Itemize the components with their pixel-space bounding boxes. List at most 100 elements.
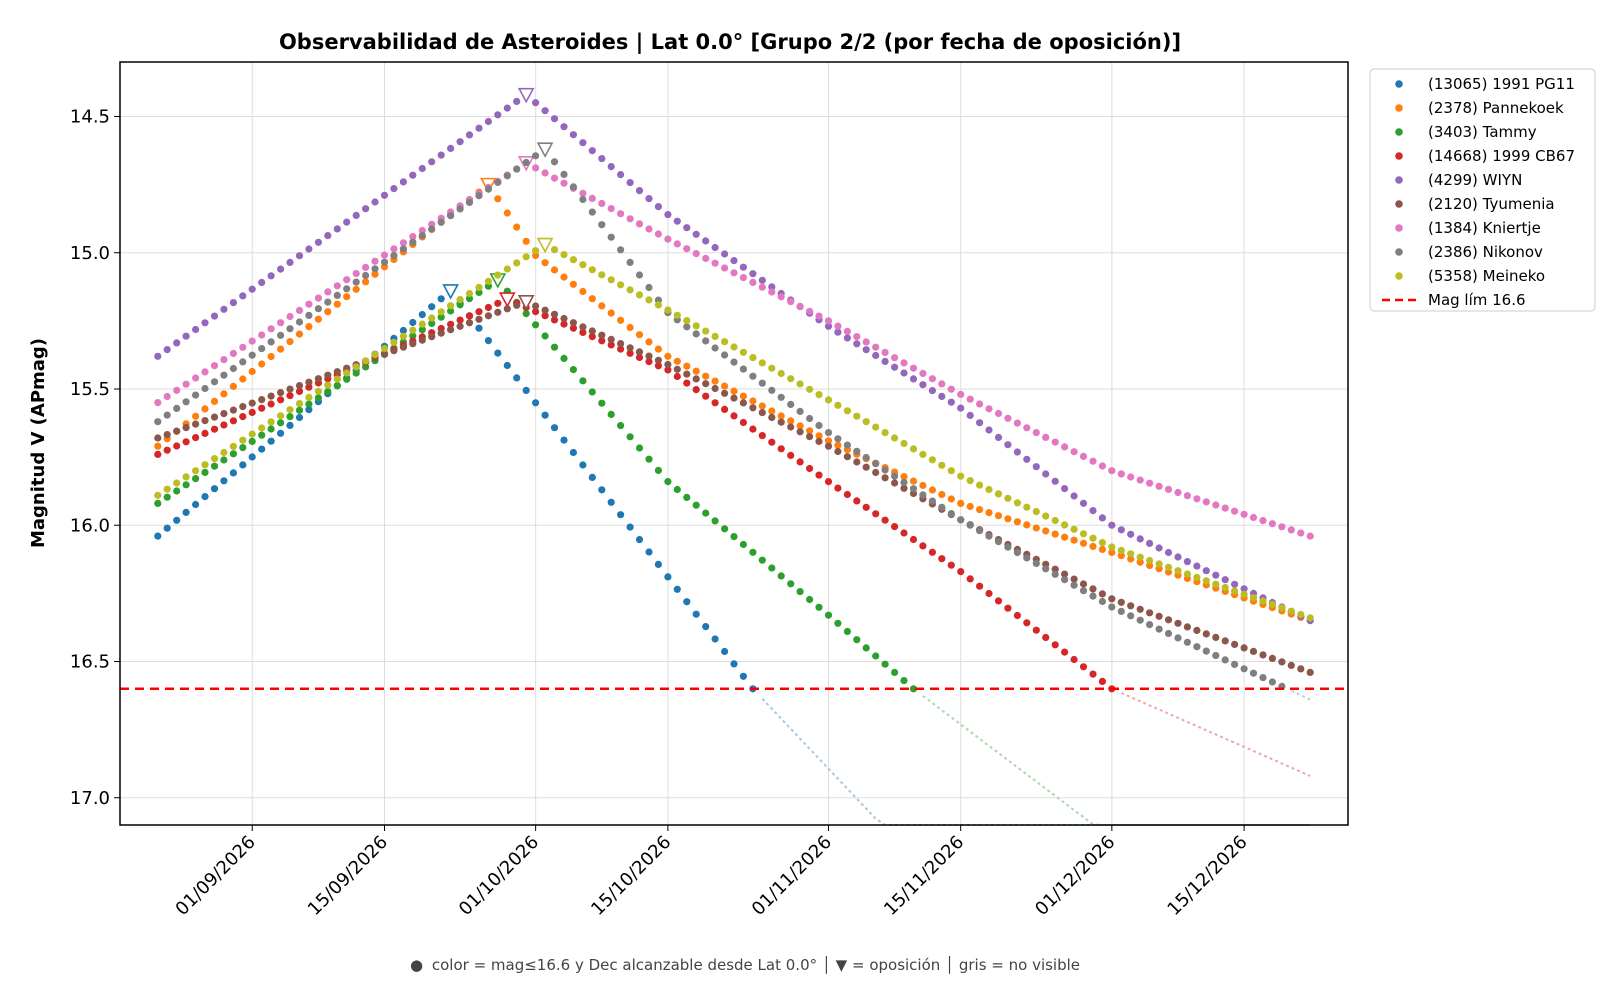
data-point [1164,616,1173,624]
data-point [390,347,398,355]
data-point [1183,623,1191,631]
data-point [1032,429,1040,437]
data-point [248,351,256,359]
data-point [1259,651,1267,659]
data-point [333,381,341,390]
data-point [702,327,710,335]
data-point [692,250,700,258]
data-point [532,399,540,407]
data-point [192,467,200,475]
data-point [192,325,200,334]
data-point [314,394,322,402]
data-point [777,393,785,401]
data-point [163,493,171,501]
data-point [834,447,842,456]
data-point [768,413,776,421]
data-point [1297,529,1305,537]
data-point [1070,575,1078,583]
data-point [503,209,511,217]
data-point [1098,462,1106,470]
y-axis-label: Magnitud V (APmag) [28,338,49,548]
data-point [163,524,171,532]
data-point [1042,512,1050,520]
data-point [853,497,861,505]
data-point [1079,587,1088,595]
data-point [210,312,219,320]
data-point [900,369,908,377]
data-point [834,484,842,492]
data-point [1231,660,1239,669]
data-point [484,337,492,345]
data-point [201,384,209,393]
data-point [475,124,483,132]
data-point [683,362,691,370]
legend-label: (2386) Nikonov [1428,243,1543,261]
data-point [399,343,407,351]
data-point [1051,477,1059,485]
data-point [730,257,738,265]
data-point [229,442,237,450]
data-point [664,235,672,243]
data-point [182,424,190,432]
data-point [598,337,606,345]
data-point [362,271,370,280]
data-point [163,446,171,454]
y-tick-label: 15.5 [70,379,110,400]
data-point [702,392,710,400]
data-point [371,270,379,278]
data-point [305,311,313,319]
data-point [1202,647,1210,655]
data-point [437,151,445,159]
data-point [248,437,256,445]
data-point [295,382,304,390]
data-point [1164,548,1173,557]
data-point [1004,441,1012,449]
data-point [314,294,322,302]
data-point [758,556,766,564]
data-point [683,598,691,606]
data-point [447,212,455,220]
data-point [1013,611,1022,620]
data-point [1089,542,1097,551]
data-point [399,178,407,186]
data-point [210,462,219,470]
data-point [513,97,521,105]
data-point [1193,495,1201,503]
data-point [957,390,965,398]
data-point [192,475,200,483]
data-point [494,308,502,316]
legend-marker [1395,176,1403,184]
data-point [550,310,559,318]
data-point [1146,556,1154,565]
data-point [966,575,974,583]
data-point [985,589,993,598]
data-point [815,391,823,399]
data-point [1136,616,1144,624]
data-point [465,289,474,298]
data-point [579,261,587,269]
data-point [428,225,436,233]
data-point [635,536,644,544]
data-point [1061,648,1069,656]
data-point [900,484,908,492]
data-point [163,485,171,493]
data-point [286,312,294,321]
data-point [513,374,521,382]
data-point [976,481,984,489]
data-point [938,503,946,511]
data-point [1061,485,1069,493]
data-point [314,387,322,395]
data-point [1287,607,1295,615]
data-point [210,413,219,421]
data-point [475,315,483,323]
data-point [428,158,436,166]
data-point [872,351,880,360]
data-point [787,451,795,459]
data-point [220,456,228,464]
x-tick-label: 01/12/2026 [1031,832,1119,920]
data-point [607,335,615,343]
data-point [985,485,993,494]
data-point [664,360,672,369]
data-point [721,264,729,272]
data-point [220,477,228,485]
